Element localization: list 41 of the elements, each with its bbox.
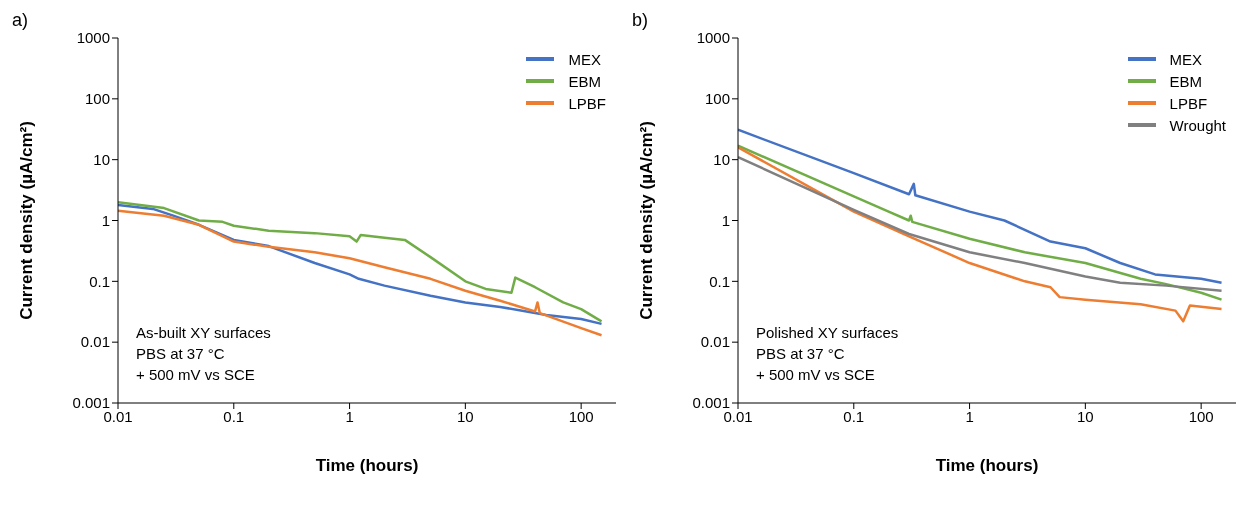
y-tick-label: 1 bbox=[721, 211, 730, 229]
x-tick-label: 0.1 bbox=[223, 407, 245, 425]
legend-label: MEX bbox=[1169, 50, 1203, 68]
y-tick-label: 0.01 bbox=[80, 333, 110, 351]
y-axis-title: Current density (µA/cm²) bbox=[637, 121, 657, 320]
y-axis-title: Current density (µA/cm²) bbox=[17, 121, 37, 320]
annotation: As-built XY surfaces bbox=[136, 323, 271, 343]
annotation: Polished XY surfaces bbox=[756, 323, 899, 343]
legend-label: Wrought bbox=[1169, 116, 1226, 134]
legend-label: EBM bbox=[1169, 72, 1203, 90]
x-axis-title: Time (hours) bbox=[935, 456, 1039, 475]
legend-label: MEX bbox=[568, 50, 601, 68]
y-tick-label: 0.001 bbox=[692, 394, 730, 412]
legend-label: LPBF bbox=[1169, 94, 1208, 112]
x-tick-label: 100 bbox=[1188, 407, 1214, 425]
y-tick-label: 1 bbox=[101, 211, 110, 229]
x-tick-label: 1 bbox=[965, 407, 974, 425]
chart-title: a) bbox=[12, 10, 29, 31]
y-tick-label: 0.1 bbox=[709, 272, 730, 290]
y-tick-label: 1000 bbox=[696, 29, 730, 47]
y-tick-label: 0.1 bbox=[89, 272, 110, 290]
x-tick-label: 10 bbox=[457, 407, 474, 425]
annotation: PBS at 37 °C bbox=[756, 344, 846, 364]
x-tick-label: 1 bbox=[345, 407, 354, 425]
x-axis-title: Time (hours) bbox=[315, 456, 419, 475]
y-tick-label: 0.01 bbox=[700, 333, 730, 351]
legend-label: LPBF bbox=[568, 94, 606, 112]
x-tick-label: 0.1 bbox=[843, 407, 865, 425]
y-tick-label: 100 bbox=[704, 90, 730, 108]
annotation: + 500 mV vs SCE bbox=[756, 365, 876, 385]
x-tick-label: 100 bbox=[568, 407, 594, 425]
chart-title: b) bbox=[632, 10, 649, 31]
y-tick-label: 10 bbox=[713, 150, 730, 168]
annotation: + 500 mV vs SCE bbox=[136, 365, 256, 385]
y-tick-label: 100 bbox=[84, 90, 110, 108]
y-tick-label: 0.001 bbox=[72, 394, 110, 412]
y-tick-label: 10 bbox=[93, 150, 110, 168]
y-tick-label: 1000 bbox=[76, 29, 110, 47]
annotation: PBS at 37 °C bbox=[136, 344, 226, 364]
x-tick-label: 10 bbox=[1077, 407, 1094, 425]
legend-label: EBM bbox=[568, 72, 601, 90]
